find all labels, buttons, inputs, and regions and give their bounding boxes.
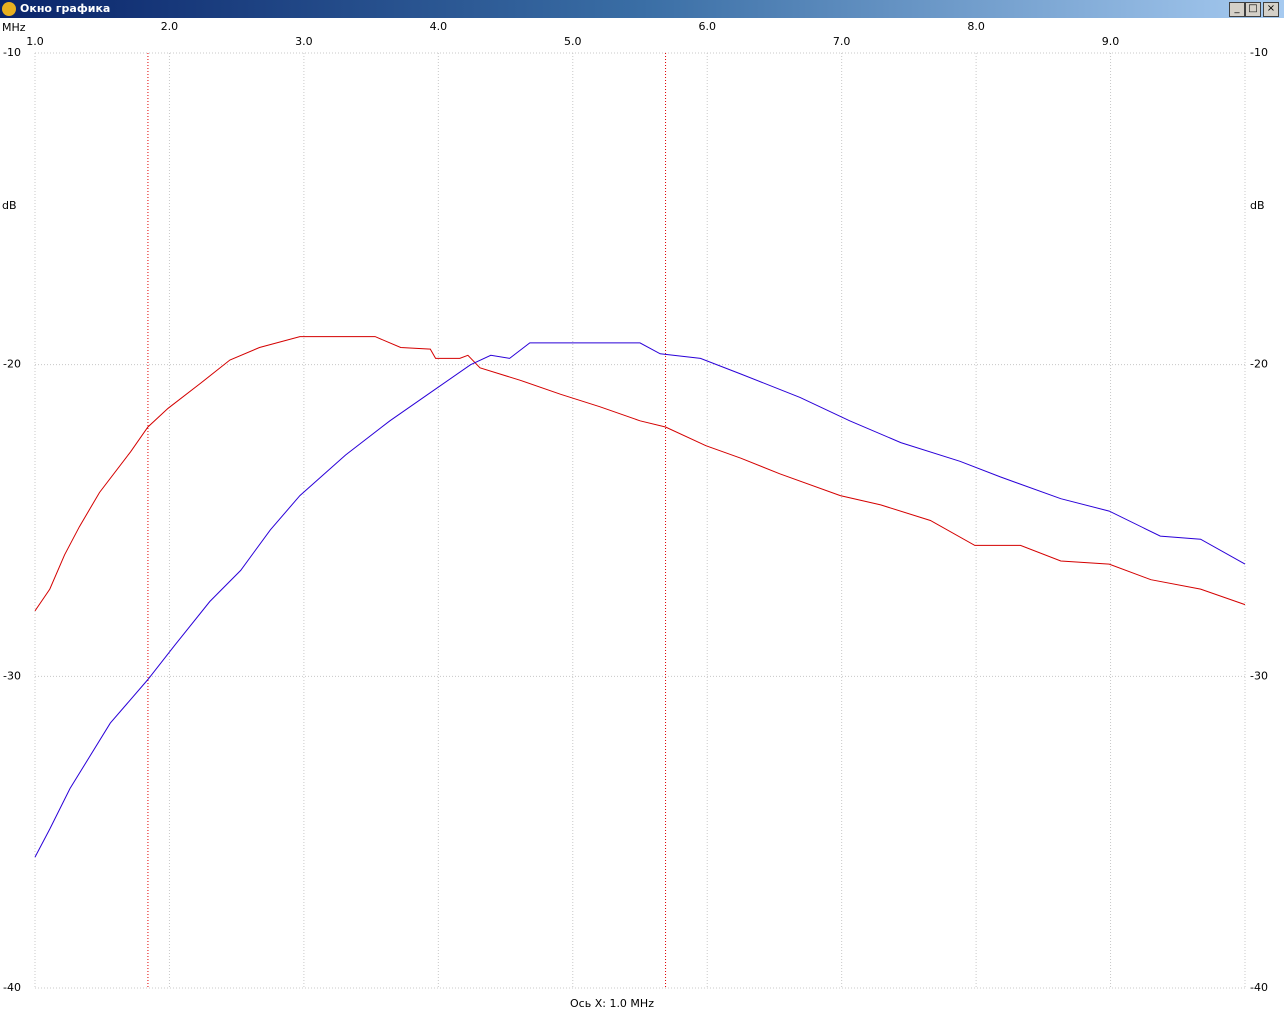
x-tick-label: 8.0 [967, 20, 985, 33]
chart: MHz dB dB Ось X: 1.0 MHz 1.0 2.0 3.0 4.0 5.0… [2, 20, 1268, 1010]
x-tick-label: 4.0 [430, 20, 448, 33]
y-tick-label-right: -20 [1250, 358, 1268, 371]
series-line [34, 342, 1246, 858]
app-icon [2, 2, 16, 16]
x-tick-label: 7.0 [833, 35, 851, 48]
x-tick-label: 2.0 [161, 20, 179, 33]
x-unit-label: MHz [2, 21, 26, 34]
title-bar: Окно графика _ □ × [0, 0, 1284, 18]
maximize-button[interactable]: □ [1245, 2, 1261, 17]
y-tick-label: -20 [3, 358, 21, 371]
x-tick-label: 6.0 [698, 20, 716, 33]
series-line [34, 336, 1246, 612]
y-unit-label: dB [2, 199, 17, 212]
y-tick-label-right: -30 [1250, 669, 1268, 682]
x-tick-label: 1.0 [26, 35, 44, 48]
y-tick-label: -30 [3, 669, 21, 682]
x-tick-label: 3.0 [295, 35, 313, 48]
y-tick-label: -40 [3, 981, 21, 994]
close-button[interactable]: × [1263, 2, 1279, 17]
x-tick-label: 5.0 [564, 35, 582, 48]
x-tick-label: 9.0 [1102, 35, 1120, 48]
y-tick-label-right: -10 [1250, 46, 1268, 59]
x-axis-footer: Ось X: 1.0 MHz [570, 997, 654, 1010]
y-tick-label: -10 [3, 46, 21, 59]
y-unit-label-right: dB [1250, 199, 1265, 212]
minimize-button[interactable]: _ [1229, 2, 1245, 17]
window-title: Окно графика [20, 2, 111, 15]
y-tick-label-right: -40 [1250, 981, 1268, 994]
